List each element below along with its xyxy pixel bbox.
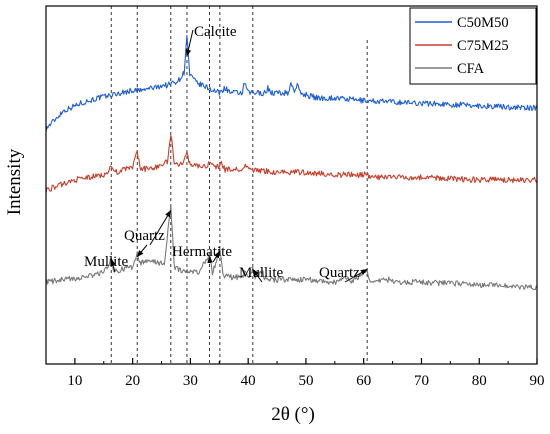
- annotation-hermatite: Hermatite: [172, 244, 232, 260]
- x-tick-label: 80: [472, 373, 487, 389]
- x-tick-label: 50: [298, 373, 313, 389]
- series-layer: [45, 34, 538, 291]
- arrow-mullite-right: [252, 268, 263, 283]
- arrow-calcite: [185, 29, 194, 57]
- axes: 10 20 30 40 50 60 70 80 90: [45, 5, 545, 389]
- x-tick-label: 30: [183, 373, 198, 389]
- plot-frame: [45, 5, 538, 365]
- legend-label-c50m50: C50M50: [457, 15, 509, 31]
- annotation-mullite-left: Mullite: [84, 254, 129, 270]
- annotation-quartz-right: Quartz: [319, 265, 360, 281]
- arrow-hermatite-a: [207, 255, 213, 264]
- x-tick-label: 40: [241, 373, 256, 389]
- series-line-c75m25: [45, 135, 538, 193]
- x-tick-label: 20: [125, 373, 140, 389]
- annotation-mullite-right: Mullite: [239, 265, 284, 281]
- y-axis-label: Intensity: [4, 148, 25, 215]
- legend-label-cfa: CFA: [457, 61, 485, 77]
- arrow-quartz-left-a: [149, 209, 172, 246]
- annotation-labels: Calcite Quartz Mullite Hermatite Mullite…: [84, 24, 360, 281]
- legend-label-c75m25: C75M25: [457, 38, 509, 54]
- reference-lines: [110, 6, 368, 364]
- x-tick-label: 60: [356, 373, 371, 389]
- legend: C50M50 C75M25 CFA: [409, 7, 537, 85]
- arrow-quartz-left-b: [136, 244, 148, 258]
- x-tick-label: 10: [67, 373, 82, 389]
- x-tick-label: 70: [414, 373, 429, 389]
- x-tick-label: 90: [530, 373, 545, 389]
- arrow-hermatite-b: [212, 250, 221, 263]
- arrow-quartz-right: [344, 268, 368, 283]
- annotation-arrows: [110, 29, 368, 283]
- series-line-cfa: [45, 204, 538, 291]
- series-line-c50m50: [45, 34, 538, 132]
- annotation-quartz-left: Quartz: [124, 228, 165, 244]
- arrow-mullite-left: [110, 258, 116, 273]
- legend-box: [409, 7, 537, 85]
- annotation-calcite: Calcite: [194, 24, 237, 40]
- x-axis-label: 2θ (°): [271, 404, 315, 425]
